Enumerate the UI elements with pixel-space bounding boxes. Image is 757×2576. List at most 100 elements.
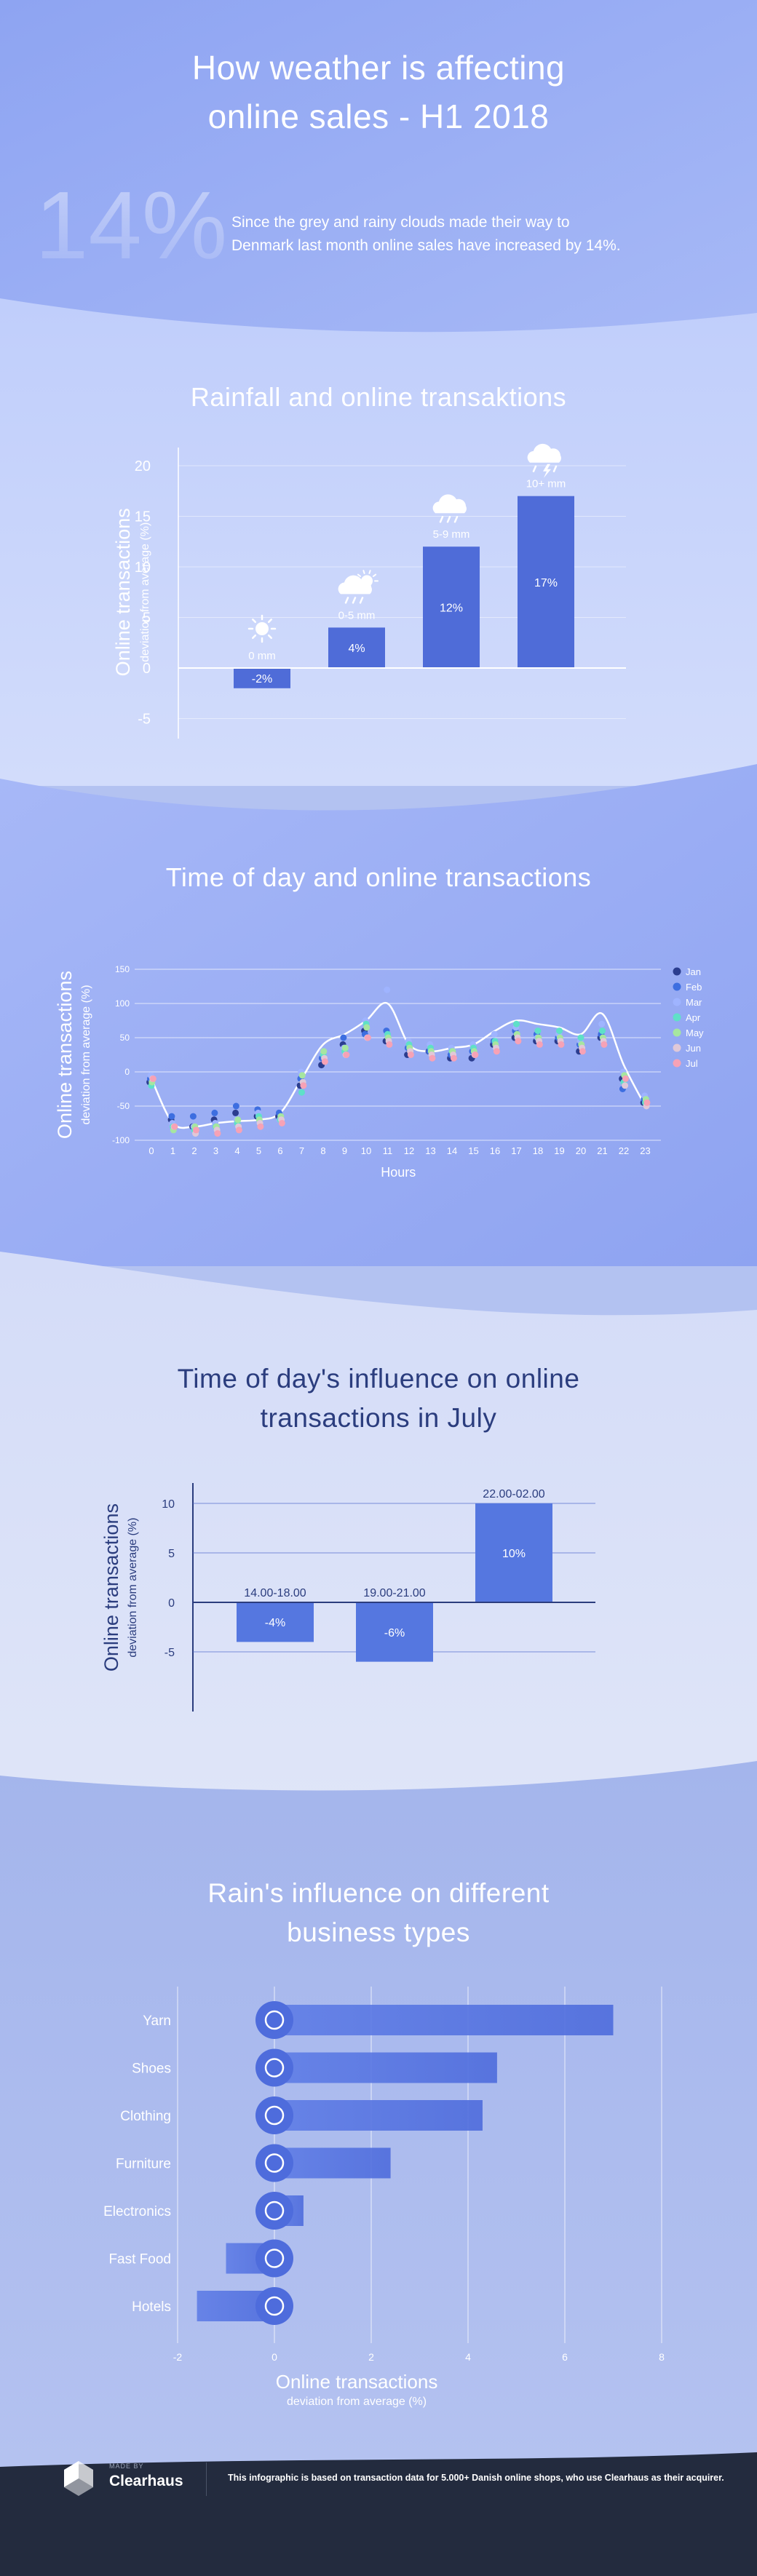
rain-category-label: 0-5 mm: [338, 609, 376, 621]
rainfall-title: Rainfall and online transaktions: [190, 382, 567, 412]
main-title-line1: How weather is affecting: [191, 49, 566, 87]
data-point-apr: [513, 1020, 520, 1027]
average-trend-line: [150, 1001, 646, 1129]
shirt-icon: [255, 2096, 293, 2134]
data-point-feb: [168, 1113, 175, 1120]
data-point-jul: [321, 1058, 328, 1065]
bar: [237, 1602, 314, 1642]
legend-marker: [673, 967, 681, 976]
legend-label: Jan: [686, 966, 701, 977]
legend-marker: [673, 1059, 681, 1068]
hotel-icon: [255, 2287, 293, 2325]
data-point-mar: [491, 1030, 498, 1038]
y-tick-label: 150: [115, 964, 130, 974]
legend-marker: [673, 998, 681, 1006]
x-tick-label: 5: [256, 1145, 261, 1156]
x-tick-label: 4: [465, 2351, 471, 2363]
x-tick-label: 10: [361, 1145, 371, 1156]
x-tick-label: 13: [425, 1145, 435, 1156]
data-point-jul: [601, 1041, 608, 1048]
computer-icon: [255, 2192, 293, 2230]
bar: [423, 546, 480, 668]
y-tick-label: -5: [138, 712, 151, 728]
x-tick-label: 19: [554, 1145, 564, 1156]
x-tick-label: 0: [148, 1145, 154, 1156]
timeofday-chart: Online transactions deviation from averag…: [54, 964, 704, 1180]
y-tick-label: -100: [112, 1135, 130, 1145]
business-title: Rain's influence on different business t…: [0, 1874, 757, 1952]
stat-description-line2: Denmark last month online sales have inc…: [231, 236, 621, 254]
sofa-icon: [255, 2144, 293, 2182]
y-axis-title: Online transactions: [100, 1503, 122, 1671]
x-tick-label: 12: [404, 1145, 414, 1156]
bar-value-label: -4%: [265, 1617, 285, 1629]
bar: [274, 2052, 497, 2083]
stat-description-line1: Since the grey and rainy clouds made the…: [231, 214, 570, 231]
x-tick-label: 22: [619, 1145, 629, 1156]
x-tick-label: 15: [468, 1145, 478, 1156]
data-point-apr: [298, 1089, 305, 1096]
x-tick-label: 20: [576, 1145, 586, 1156]
x-tick-label: 0: [272, 2351, 277, 2363]
x-tick-label: 6: [562, 2351, 568, 2363]
made-by-label: MADE BY: [109, 2462, 144, 2470]
july-title-line1: Time of day's influence on online: [177, 1364, 580, 1394]
data-point-jul: [536, 1041, 543, 1048]
data-point-jul: [493, 1048, 500, 1055]
data-point-jul: [386, 1041, 393, 1048]
time-range-label: 14.00-18.00: [244, 1587, 306, 1599]
y-tick-label: 0: [168, 1597, 175, 1610]
y-tick-label: 0: [124, 1067, 130, 1077]
data-point-jul: [558, 1041, 565, 1048]
legend-label: Jun: [686, 1043, 701, 1054]
data-point-jul: [579, 1048, 586, 1055]
stat-highlight: 14%: [35, 175, 226, 269]
data-point-jul: [407, 1052, 414, 1058]
timeofday-title: Time of day and online transactions: [165, 862, 592, 892]
data-point-jul: [149, 1075, 156, 1082]
july-chart: Online transactions deviation from averag…: [100, 1483, 595, 1712]
x-tick-label: 7: [299, 1145, 304, 1156]
data-point-jul: [214, 1130, 221, 1137]
x-tick-label: 4: [234, 1145, 239, 1156]
rain-category-label: 5-9 mm: [433, 528, 470, 541]
bar: [274, 2100, 483, 2131]
rain-category-label: 10+ mm: [526, 478, 566, 490]
data-point-mar: [598, 1020, 606, 1027]
july-title: Time of day's influence on online transa…: [0, 1359, 757, 1437]
bar: [475, 1503, 552, 1602]
time-range-label: 19.00-21.00: [363, 1587, 426, 1599]
category-label: Yarn: [143, 2014, 171, 2029]
data-point-jul: [235, 1126, 242, 1134]
x-tick-label: 2: [191, 1145, 197, 1156]
legend-marker: [673, 1013, 681, 1022]
y-tick-label: 10: [135, 560, 151, 576]
data-point-jul: [278, 1120, 285, 1126]
data-point-jul: [429, 1054, 436, 1062]
data-point-apr: [599, 1027, 606, 1035]
y-tick-label: -50: [117, 1101, 130, 1111]
data-point-feb: [340, 1034, 347, 1041]
business-title-line1: Rain's influence on different: [207, 1878, 550, 1908]
legend-label: Mar: [686, 997, 702, 1008]
x-tick-label: 2: [368, 2351, 374, 2363]
clearhaus-logo-icon: [64, 2460, 93, 2496]
x-tick-label: 17: [511, 1145, 521, 1156]
y-tick-label: 20: [135, 458, 151, 474]
data-point-jul: [450, 1054, 457, 1062]
y-tick-label: 5: [143, 611, 151, 627]
data-point-feb: [189, 1113, 197, 1120]
data-point-may: [234, 1116, 242, 1124]
x-tick-label: 21: [597, 1145, 607, 1156]
y-tick-label: 5: [168, 1548, 175, 1560]
main-title: How weather is affecting online sales - …: [0, 44, 757, 140]
footer-note: This infographic is based on transaction…: [228, 2473, 724, 2483]
legend-label: Apr: [686, 1012, 701, 1023]
data-point-jul: [515, 1038, 522, 1045]
x-tick-label: 16: [490, 1145, 500, 1156]
y-tick-label: -5: [165, 1647, 175, 1659]
data-point-jul: [171, 1123, 178, 1130]
y-tick-label: 15: [135, 509, 151, 525]
x-tick-label: 14: [447, 1145, 457, 1156]
